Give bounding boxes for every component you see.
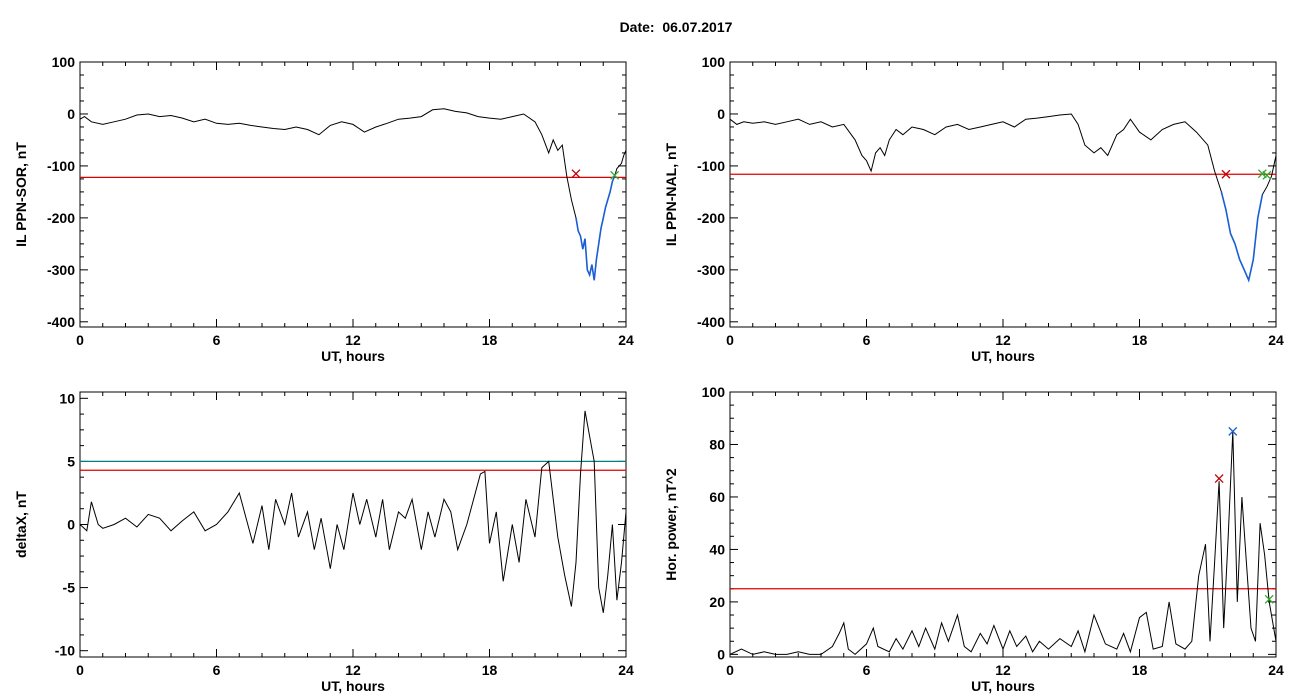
y-tick-label: -300 [697,262,725,278]
x-tick-label: 18 [1132,662,1148,678]
x-tick-label: 12 [995,662,1011,678]
x-tick-label: 12 [345,662,361,678]
data-series-line [730,113,1276,282]
y-axis-label: IL PPN-SOR, nT [13,142,29,247]
plot-frame [79,61,627,328]
x-axis-label: UT, hours [971,348,1035,364]
x-tick-label: 18 [1132,332,1148,348]
marker-blue [1228,426,1238,436]
y-tick-label: 60 [709,489,725,505]
series-group [80,410,626,613]
y-tick-label: -400 [697,314,725,330]
x-tick-label: 24 [1268,332,1284,348]
series-group [730,113,1276,283]
y-tick-label: 0 [67,106,75,122]
y-tick-label: -5 [63,580,76,596]
marker-green [610,170,620,180]
highlight-series-line [1220,191,1264,283]
y-tick-label: -200 [47,210,75,226]
y-axis-label: IL PPN-NAL, nT [663,142,679,246]
y-tick-label: 20 [709,594,725,610]
x-tick-label: 24 [618,332,634,348]
y-tick-label: -400 [47,314,75,330]
y-axis-label: deltaX, nT [13,491,29,558]
x-axis-label: UT, hours [971,678,1035,694]
x-axis-label: UT, hours [321,678,385,694]
x-tick-label: 12 [995,332,1011,348]
x-tick-label: 6 [213,662,221,678]
marker-green [1264,594,1274,604]
x-axis-label: UT, hours [321,348,385,364]
y-tick-label: 0 [717,106,725,122]
series-group [80,108,626,281]
x-tick-label: 6 [863,662,871,678]
plot-frame [729,61,1277,328]
x-tick-label: 12 [345,332,361,348]
highlight-series-line [575,175,616,281]
x-tick-label: 0 [76,662,84,678]
data-series-line [80,108,626,281]
x-tick-label: 18 [482,662,498,678]
marker-red [1214,474,1224,484]
y-tick-label: -100 [47,158,75,174]
y-tick-label: 0 [717,646,725,662]
x-tick-label: 0 [726,332,734,348]
y-tick-label: -300 [47,262,75,278]
y-tick-label: 10 [59,390,75,406]
series-group [730,431,1276,656]
y-tick-label: -100 [697,158,725,174]
y-axis-label: Hor. power, nT^2 [663,468,679,581]
marker-red [1221,169,1231,179]
x-tick-label: 0 [76,332,84,348]
x-tick-label: 24 [1268,662,1284,678]
y-tick-label: -200 [697,210,725,226]
y-tick-label: 5 [67,453,75,469]
y-tick-label: 100 [702,384,726,400]
x-tick-label: 0 [726,662,734,678]
data-series-line [730,431,1276,656]
x-tick-label: 6 [213,332,221,348]
marker-red [571,169,581,179]
page-title: Date: 06.07.2017 [619,19,733,35]
x-tick-label: 6 [863,332,871,348]
y-tick-label: 100 [702,54,726,70]
chart-hor-power: 100 80 60 40 20 00 6 12 18 24 UT, hours Hor. power,… [663,384,1284,694]
x-tick-label: 18 [482,332,498,348]
marker-green [1262,170,1272,180]
x-tick-label: 24 [618,662,634,678]
y-tick-label: 100 [52,54,76,70]
plot-frame [79,391,627,658]
y-tick-label: 80 [709,436,725,452]
data-series-line [80,410,626,613]
y-tick-label: -10 [55,643,75,659]
y-tick-label: 0 [67,517,75,533]
y-tick-label: 40 [709,541,725,557]
